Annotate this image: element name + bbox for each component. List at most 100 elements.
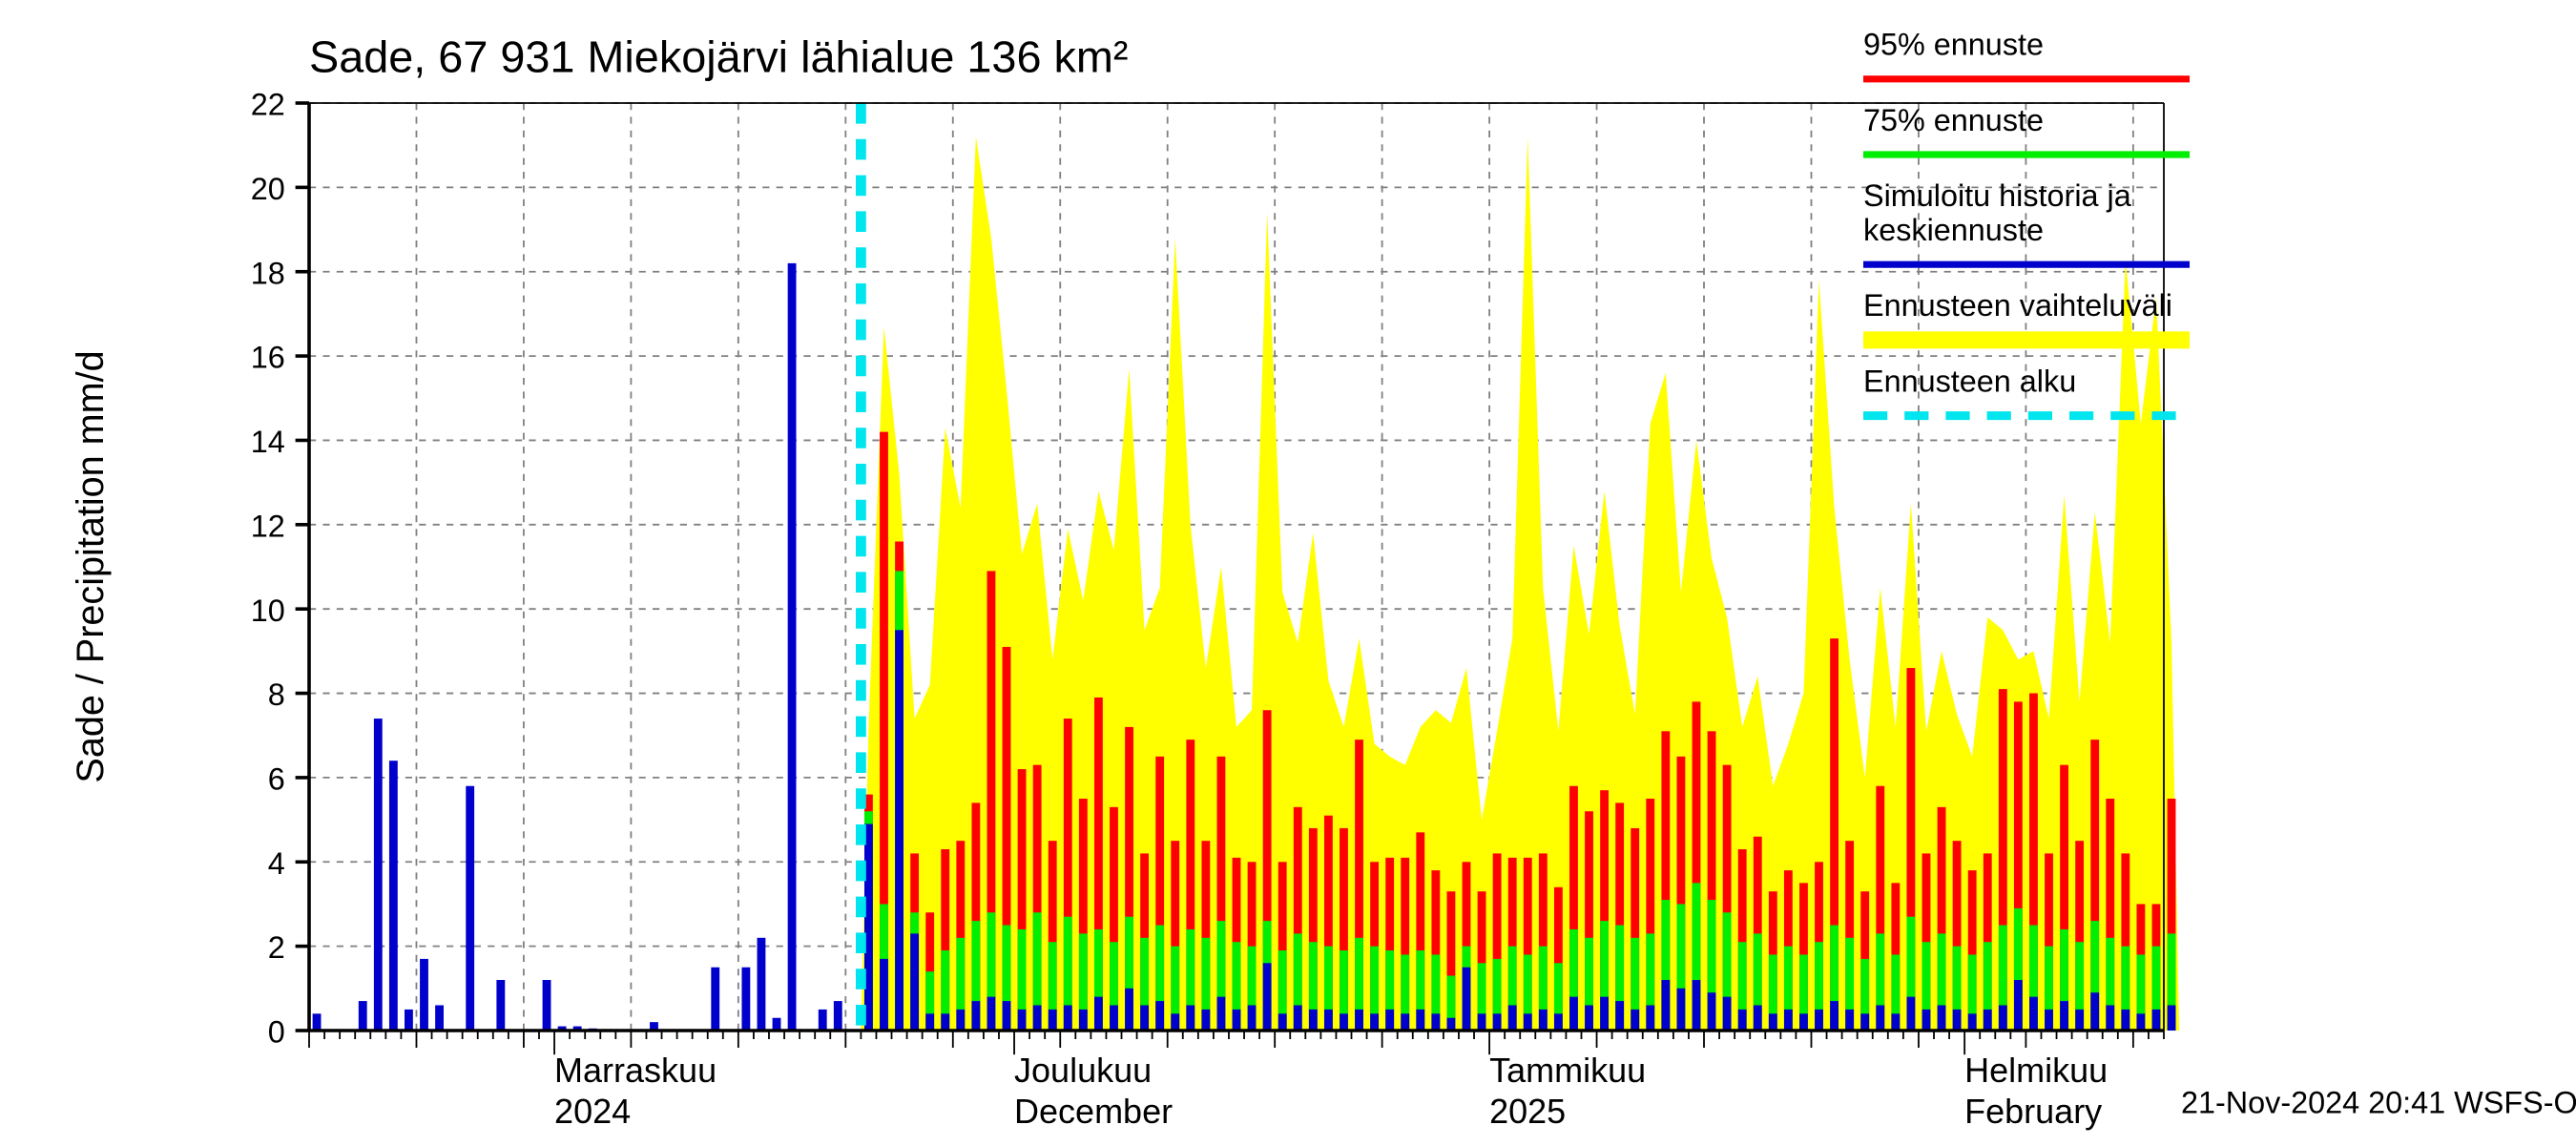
- y-tick-label: 14: [251, 425, 285, 459]
- median-bar: [1233, 1010, 1241, 1031]
- y-tick-label: 6: [268, 762, 285, 797]
- history-bar: [466, 786, 474, 1031]
- median-bar: [1922, 1010, 1931, 1031]
- y-tick-label: 22: [251, 88, 285, 122]
- x-month-sublabel: 2025: [1489, 1092, 1566, 1131]
- median-bar: [1493, 1013, 1502, 1031]
- median-bar: [1906, 997, 1915, 1031]
- median-bar: [1646, 1005, 1654, 1031]
- legend-label: Ennusteen vaihteluväli: [1863, 288, 2172, 323]
- median-bar: [1661, 980, 1670, 1031]
- median-bar: [1615, 1001, 1624, 1031]
- median-bar: [1355, 1010, 1363, 1031]
- median-bar: [1018, 1010, 1027, 1031]
- y-tick-label: 16: [251, 341, 285, 375]
- legend-label: 75% ennuste: [1863, 103, 2044, 137]
- median-bar: [1201, 1010, 1210, 1031]
- history-bar: [543, 980, 551, 1031]
- median-bar: [2014, 980, 2023, 1031]
- median-bar: [1125, 989, 1133, 1031]
- median-bar: [1248, 1005, 1257, 1031]
- median-bar: [1984, 1010, 1992, 1031]
- median-bar: [1815, 1010, 1823, 1031]
- median-bar: [1110, 1005, 1118, 1031]
- median-bar: [1554, 1013, 1563, 1031]
- median-bar: [1385, 1010, 1394, 1031]
- median-bar: [1294, 1005, 1302, 1031]
- median-bar: [2090, 992, 2099, 1031]
- median-bar: [1431, 1013, 1440, 1031]
- median-bar: [2029, 997, 2038, 1031]
- median-bar: [1723, 997, 1732, 1031]
- history-bar: [374, 719, 383, 1031]
- history-bar: [758, 938, 766, 1031]
- history-bar: [819, 1010, 827, 1031]
- median-bar: [1876, 1005, 1884, 1031]
- history-bar: [788, 263, 797, 1031]
- footer-timestamp: 21-Nov-2024 20:41 WSFS-O: [2181, 1085, 2576, 1119]
- y-tick-label: 0: [268, 1015, 285, 1050]
- y-tick-label: 2: [268, 930, 285, 965]
- median-bar: [1324, 1010, 1333, 1031]
- median-bar: [2136, 1013, 2145, 1031]
- legend: 95% ennuste 75% ennuste Simuloitu historia…: [1863, 28, 2190, 416]
- y-tick-label: 8: [268, 677, 285, 712]
- median-bar: [1524, 1013, 1532, 1031]
- median-bar: [1416, 1010, 1424, 1031]
- history-bar: [359, 1001, 367, 1031]
- median-bar: [1309, 1010, 1318, 1031]
- median-bar: [1708, 992, 1716, 1031]
- median-bar: [1463, 968, 1471, 1031]
- y-axis-label: Sade / Precipitation mm/d: [70, 350, 112, 782]
- x-month-sublabel: 2024: [554, 1092, 631, 1131]
- median-bar: [2168, 1005, 2176, 1031]
- median-bar: [1171, 1013, 1179, 1031]
- median-bar: [1278, 1013, 1287, 1031]
- median-bar: [1754, 1005, 1762, 1031]
- median-bar: [1049, 1010, 1057, 1031]
- median-bar: [1569, 997, 1578, 1031]
- median-bar: [1585, 1005, 1593, 1031]
- median-bar: [1447, 1018, 1456, 1031]
- median-bar: [1784, 1010, 1793, 1031]
- median-bar: [1079, 1010, 1088, 1031]
- median-bar: [1891, 1013, 1900, 1031]
- chart-title: Sade, 67 931 Miekojärvi lähialue 136 km²: [309, 32, 1128, 82]
- median-bar: [941, 1013, 949, 1031]
- legend-label: 95% ennuste: [1863, 28, 2044, 62]
- median-bar: [2045, 1010, 2053, 1031]
- median-bar: [2075, 1010, 2084, 1031]
- history-bar: [389, 761, 398, 1031]
- median-bar: [880, 959, 888, 1031]
- x-month-sublabel: February: [1964, 1092, 2102, 1131]
- median-bar: [864, 824, 873, 1031]
- x-month-label: Helmikuu: [1964, 1051, 2108, 1090]
- median-bar: [1845, 1010, 1854, 1031]
- median-bar: [1738, 1010, 1747, 1031]
- median-bar: [925, 1013, 934, 1031]
- legend-label: keskiennuste: [1863, 213, 2044, 247]
- history-bar: [313, 1013, 322, 1031]
- median-bar: [1186, 1005, 1195, 1031]
- legend-label: Ennusteen alku: [1863, 364, 2076, 398]
- history-bar: [773, 1018, 781, 1031]
- median-bar: [1999, 1005, 2007, 1031]
- median-bar: [1140, 1005, 1149, 1031]
- history-bar: [420, 959, 428, 1031]
- legend-label: Simuloitu historia ja: [1863, 178, 2131, 213]
- median-bar: [1094, 997, 1103, 1031]
- median-bar: [1799, 1013, 1808, 1031]
- median-bar: [1539, 1010, 1548, 1031]
- median-bar: [987, 997, 996, 1031]
- y-tick-label: 12: [251, 509, 285, 543]
- median-bar: [1860, 1013, 1869, 1031]
- median-bar: [1033, 1005, 1042, 1031]
- x-month-label: Marraskuu: [554, 1051, 717, 1090]
- x-month-sublabel: December: [1014, 1092, 1173, 1131]
- history-bar: [435, 1005, 444, 1031]
- y-tick-label: 20: [251, 172, 285, 206]
- median-bar: [1968, 1013, 1977, 1031]
- median-bar: [1938, 1005, 1946, 1031]
- history-bar: [405, 1010, 413, 1031]
- median-bar: [956, 1010, 965, 1031]
